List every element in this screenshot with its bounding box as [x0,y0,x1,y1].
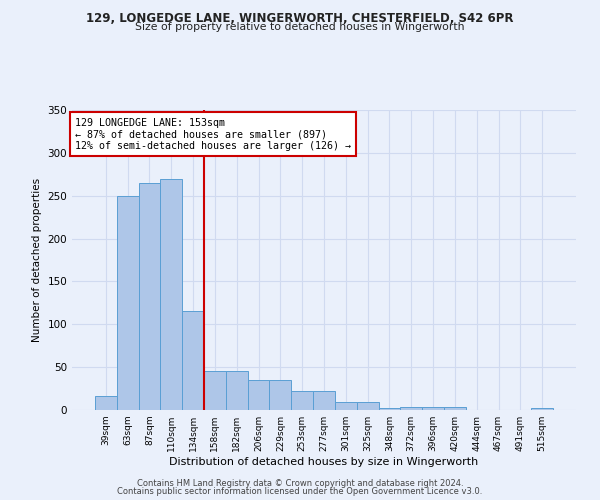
Text: Size of property relative to detached houses in Wingerworth: Size of property relative to detached ho… [135,22,465,32]
Bar [182,312,204,410]
Bar [139,183,160,410]
Text: Contains public sector information licensed under the Open Government Licence v3: Contains public sector information licen… [118,487,482,496]
Bar [226,372,248,410]
Bar [204,372,226,410]
X-axis label: Distribution of detached houses by size in Wingerworth: Distribution of detached houses by size … [169,457,479,467]
Text: Contains HM Land Registry data © Crown copyright and database right 2024.: Contains HM Land Registry data © Crown c… [137,478,463,488]
Bar [248,380,269,410]
Y-axis label: Number of detached properties: Number of detached properties [32,178,42,342]
Bar [117,196,139,410]
Bar [444,408,466,410]
Bar [291,391,313,410]
Text: 129 LONGEDGE LANE: 153sqm
← 87% of detached houses are smaller (897)
12% of semi: 129 LONGEDGE LANE: 153sqm ← 87% of detac… [74,118,350,150]
Bar [313,391,335,410]
Bar [269,380,291,410]
Bar [531,408,553,410]
Bar [357,402,379,410]
Bar [400,406,422,410]
Bar [95,396,117,410]
Text: 129, LONGEDGE LANE, WINGERWORTH, CHESTERFIELD, S42 6PR: 129, LONGEDGE LANE, WINGERWORTH, CHESTER… [86,12,514,26]
Bar [335,402,357,410]
Bar [160,178,182,410]
Bar [422,406,444,410]
Bar [379,408,400,410]
